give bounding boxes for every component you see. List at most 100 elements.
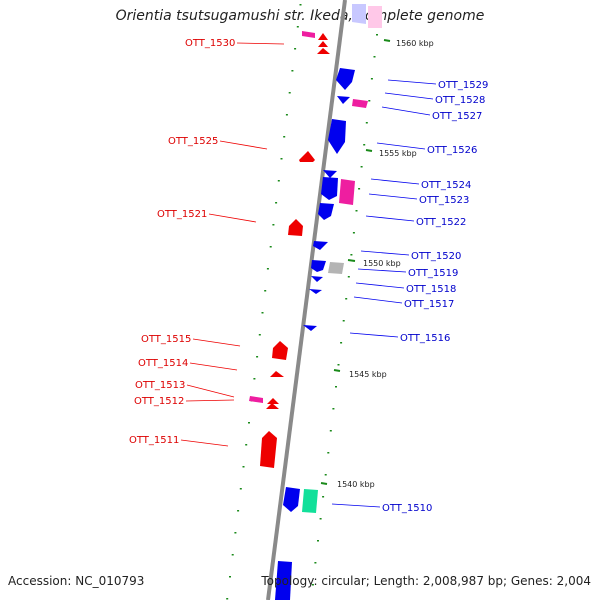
track-dot [365, 122, 368, 124]
gene-shape[interactable] [270, 371, 284, 377]
track-dot [296, 26, 299, 28]
gene-shape[interactable] [267, 398, 279, 404]
gene-shape[interactable] [249, 396, 263, 403]
gene-shape[interactable] [311, 276, 323, 282]
track-dot [294, 48, 297, 50]
gene-shape[interactable] [368, 6, 382, 28]
scale-tick-label: 1540 kbp [337, 480, 375, 489]
gene-label-right[interactable]: OTT_1522 [416, 217, 466, 228]
track-dot [360, 166, 363, 168]
track-dot [329, 430, 332, 432]
track-dot [258, 334, 261, 336]
label-leader-line [189, 362, 238, 371]
gene-label-right[interactable]: OTT_1518 [406, 284, 456, 295]
gene-label-right[interactable]: OTT_1510 [382, 503, 432, 514]
gene-shape[interactable] [303, 325, 317, 331]
gene-shape[interactable] [352, 99, 368, 108]
label-leader-line [365, 215, 415, 222]
label-leader-line [186, 384, 235, 398]
position-ticks: 1560 kbp 1555 kbp 1550 kbp 1545 kbp 1540… [320, 39, 434, 489]
gene-shape[interactable] [339, 179, 355, 205]
scale-tick [333, 369, 341, 372]
gene-label-left[interactable]: OTT_1511 [129, 435, 179, 446]
label-leader-line [353, 296, 403, 304]
map-title: Orientia tsutsugamushi str. Ikeda, compl… [115, 8, 485, 24]
gene-shape[interactable] [328, 262, 344, 274]
gene-shape[interactable] [266, 403, 279, 409]
gene-shape[interactable] [299, 151, 315, 162]
left-labels: OTT_1530 OTT_1525 OTT_1521 OTT_1515 OTT_… [129, 38, 285, 447]
gene-shape[interactable] [318, 33, 328, 40]
gene-label-left[interactable]: OTT_1515 [141, 334, 191, 345]
gene-label-right[interactable]: OTT_1524 [421, 180, 471, 191]
gene-label-left[interactable]: OTT_1530 [185, 38, 235, 49]
gene-label-right[interactable]: OTT_1523 [419, 195, 469, 206]
track-dot [239, 488, 242, 490]
scale-tick [365, 149, 373, 152]
gene-label-left[interactable]: OTT_1521 [157, 209, 207, 220]
track-dot [266, 268, 269, 270]
track-dot [248, 422, 250, 424]
label-leader-line [355, 282, 405, 289]
gene-shape[interactable] [323, 170, 337, 178]
track-dot [253, 378, 256, 380]
track-dot [242, 466, 245, 468]
track-dot [264, 290, 267, 292]
gene-label-left[interactable]: OTT_1525 [168, 136, 218, 147]
label-leader-line [331, 503, 381, 508]
gene-label-right[interactable]: OTT_1516 [400, 333, 450, 344]
gene-shape[interactable] [328, 119, 346, 154]
genome-summary-text: Topology: circular; Length: 2,008,987 bp… [261, 574, 591, 588]
gene-shape[interactable] [302, 31, 315, 38]
gene-label-left[interactable]: OTT_1514 [138, 358, 188, 369]
gene-label-right[interactable]: OTT_1526 [427, 145, 477, 156]
scale-tick-label: 1555 kbp [379, 149, 417, 158]
track-dot [229, 576, 231, 578]
gene-label-right[interactable]: OTT_1529 [438, 80, 488, 91]
gene-shape[interactable] [283, 487, 300, 512]
gene-shape[interactable] [309, 289, 322, 294]
gene-label-right[interactable]: OTT_1517 [404, 299, 454, 310]
gene-shape[interactable] [275, 561, 292, 600]
scale-tick [320, 482, 328, 485]
gene-shape[interactable] [337, 96, 350, 104]
gene-shape[interactable] [317, 48, 330, 54]
scale-tick [383, 39, 391, 42]
gene-shape[interactable] [318, 203, 334, 220]
scale-tick [347, 259, 356, 262]
label-leader-line [208, 213, 257, 223]
track-dot [324, 474, 327, 476]
track-dot [291, 70, 294, 72]
label-leader-line [376, 142, 426, 150]
scale-tick-label: 1560 kbp [396, 39, 434, 48]
gene-shape[interactable] [311, 260, 326, 272]
track-dot [277, 180, 280, 182]
gene-shape[interactable] [260, 431, 277, 468]
gene-label-right[interactable]: OTT_1528 [435, 95, 485, 106]
gene-label-right[interactable]: OTT_1527 [432, 111, 482, 122]
gene-shape[interactable] [302, 489, 318, 513]
label-leader-line [384, 92, 434, 100]
gene-shape[interactable] [318, 41, 328, 47]
gene-shape[interactable] [352, 4, 366, 24]
gene-label-left[interactable]: OTT_1512 [134, 396, 184, 407]
label-leader-line [185, 399, 235, 402]
track-dot [355, 210, 358, 212]
gene-shape[interactable] [336, 68, 355, 90]
gene-shape[interactable] [313, 241, 328, 250]
track-dot [285, 114, 288, 116]
gene-label-right[interactable]: OTT_1519 [408, 268, 458, 279]
genome-backbone [266, 0, 347, 600]
right-labels: OTT_1529 OTT_1528 OTT_1527 OTT_1526 OTT_… [331, 79, 488, 514]
gene-label-right[interactable]: OTT_1520 [411, 251, 461, 262]
track-dot [269, 246, 272, 248]
label-leader-line [370, 178, 420, 185]
accession-text: Accession: NC_010793 [8, 574, 145, 588]
gene-shape[interactable] [288, 219, 303, 236]
track-dot [237, 510, 240, 512]
label-leader-line [192, 338, 241, 347]
track-dot [275, 202, 278, 204]
gene-shape[interactable] [321, 177, 338, 200]
gene-label-left[interactable]: OTT_1513 [135, 380, 185, 391]
gene-shape[interactable] [272, 341, 288, 360]
